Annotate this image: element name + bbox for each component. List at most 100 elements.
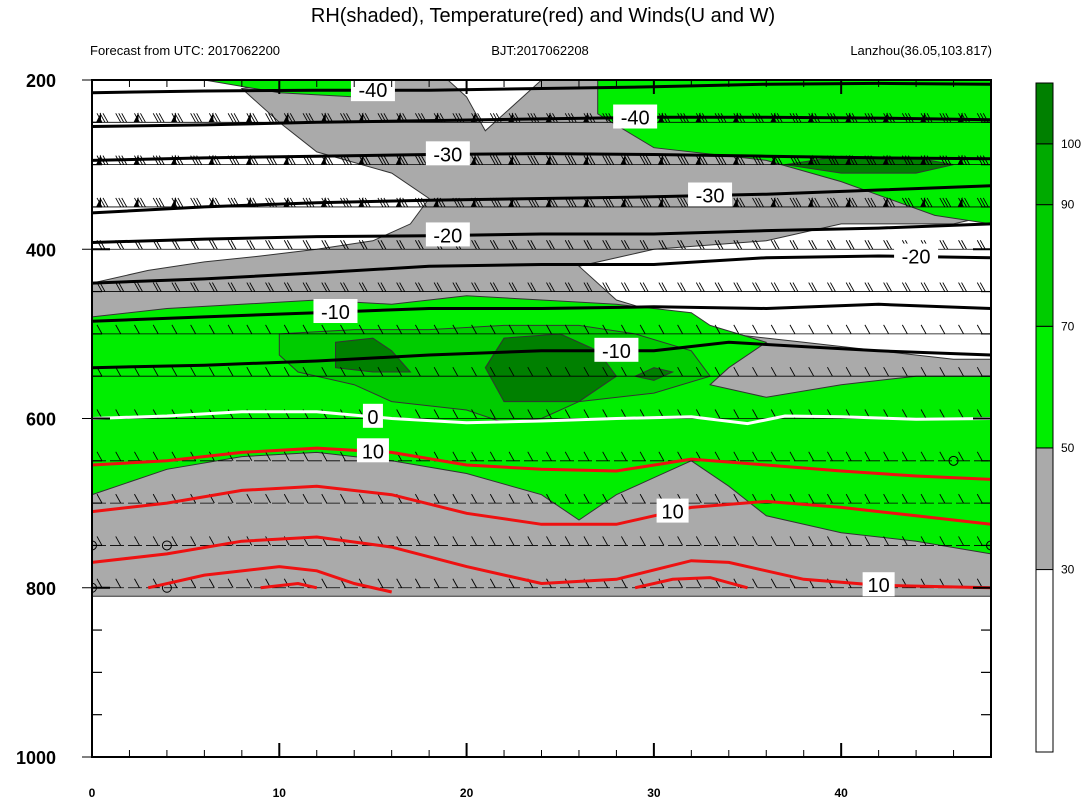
wind-barb [602, 536, 609, 546]
wind-barb [770, 196, 783, 208]
wind-barb [377, 324, 384, 335]
wind-barb [433, 409, 440, 419]
wind-barb [471, 451, 477, 462]
wind-barb [733, 536, 740, 546]
wind-barb [939, 240, 949, 250]
wind-barb [208, 366, 215, 377]
wind-barb [396, 409, 403, 419]
wind-barb [134, 366, 140, 377]
contour-label-box [425, 141, 470, 166]
wind-barb [901, 536, 908, 546]
wind-barb [433, 536, 440, 546]
wind-barb [377, 366, 384, 377]
wind-barb [995, 197, 1007, 207]
wind-barb [602, 324, 609, 335]
wind-barb [695, 282, 705, 292]
wind-barb [789, 451, 796, 462]
contour-label: -20 [902, 247, 931, 269]
colorbar-label: 30 [1061, 563, 1075, 577]
wind-barb [732, 196, 746, 208]
wind-barb [789, 282, 799, 292]
wind-barb [489, 409, 496, 419]
wind-barb [883, 324, 890, 335]
wind-barb [845, 536, 852, 546]
wind-barb [508, 366, 515, 377]
wind-barb [752, 536, 758, 546]
wind-barb [957, 196, 970, 208]
wind-barb [996, 240, 1004, 249]
contour-10-10 [92, 484, 991, 526]
wind-barb [864, 282, 874, 292]
colorbar-label: 90 [1061, 198, 1075, 212]
wind-barb [527, 493, 534, 504]
wind-barb [415, 409, 421, 419]
wind-barb [527, 451, 534, 462]
wind-barb [677, 155, 689, 165]
colorbar-label: 50 [1061, 441, 1075, 455]
wind-barb [996, 579, 1001, 588]
wind-barb [471, 240, 480, 250]
wind-barb [508, 578, 515, 588]
contour-10-11 [92, 535, 991, 590]
wind-barb [958, 240, 967, 250]
wind-barb [602, 240, 612, 250]
contour-label: 10 [362, 441, 384, 463]
wind-barb [845, 240, 855, 250]
y-tick-label: 600 [26, 410, 56, 430]
wind-barb [152, 324, 159, 335]
wind-barb [733, 324, 740, 335]
wind-barb [227, 324, 234, 335]
wind-barb [302, 324, 309, 335]
wind-barb [489, 451, 496, 462]
wind-barb [602, 366, 609, 377]
wind-barb [639, 155, 652, 165]
wind-barb [827, 282, 836, 292]
wind-barb [470, 154, 483, 165]
wind-barb [920, 409, 927, 419]
wind-barb [733, 282, 743, 292]
wind-barb [246, 282, 256, 292]
wind-barb [583, 282, 593, 292]
wind-barb [489, 155, 502, 165]
wind-barb [508, 154, 521, 165]
rh-region-90-5 [335, 337, 412, 373]
wind-barb [396, 324, 403, 335]
wind-barb [208, 578, 215, 588]
contour-label-box [656, 498, 689, 523]
wind-barb [564, 155, 577, 165]
wind-barb [564, 366, 571, 377]
wind-barb [190, 578, 197, 588]
wind-barb [134, 282, 143, 292]
x-tick-label: 0 [89, 786, 96, 800]
wind-barb [152, 282, 162, 292]
wind-barb [190, 197, 203, 208]
wind-barb [283, 366, 290, 377]
colorbar-segment [1035, 204, 1054, 327]
wind-barb [621, 282, 630, 292]
wind-barb [864, 493, 871, 504]
wind-barb [677, 366, 683, 377]
wind-barb [433, 578, 440, 588]
wind-barb [920, 493, 927, 504]
wind-barb [639, 536, 646, 546]
wind-barb [471, 324, 477, 335]
contour-label-box [594, 337, 639, 362]
wind-barb [452, 366, 459, 377]
wind-barb [508, 451, 515, 462]
wind-barb [508, 536, 515, 546]
temperature-contours: -40 -40 -30 -30 -20 -20 -10 -10 0 10 10 10 [92, 80, 991, 597]
wind-barb [583, 409, 590, 419]
wind-barb [752, 197, 764, 208]
contour-label-box [613, 104, 658, 129]
wind-barb [714, 536, 721, 546]
wind-barb [996, 410, 1001, 419]
wind-barb [583, 366, 590, 377]
wind-barb [901, 409, 908, 419]
wind-barb [283, 196, 296, 208]
contour-label: -10 [321, 302, 350, 324]
wind-barb [283, 282, 293, 292]
wind-barb [208, 282, 218, 292]
chart-subtitle-left: Forecast from UTC: 2017062200 [90, 43, 280, 58]
wind-barb [246, 324, 253, 335]
wind-barb [714, 324, 721, 335]
